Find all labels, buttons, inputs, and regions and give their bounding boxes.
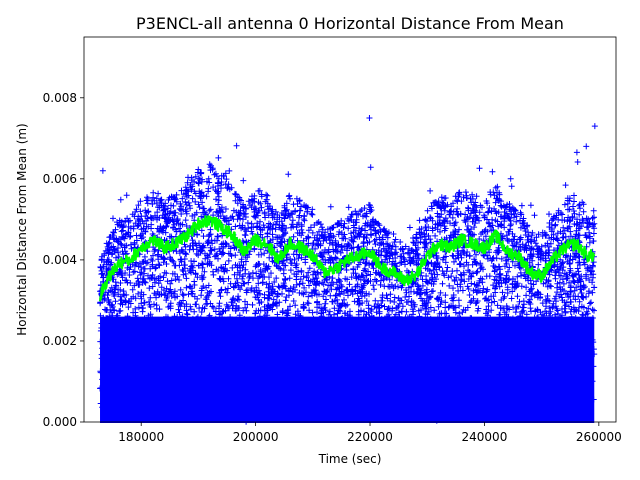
scatter-point (99, 167, 106, 174)
y-tick-label: 0.004 (43, 253, 77, 267)
x-tick-label: 180000 (118, 430, 164, 444)
x-tick-label: 260000 (576, 430, 622, 444)
running-mean-series (98, 215, 596, 302)
scatter-point (591, 123, 598, 130)
scatter-point (583, 143, 590, 150)
plot-area (84, 37, 616, 425)
y-axis: 0.000 0.002 0.004 0.006 0.008 (43, 91, 84, 429)
x-tick-label: 240000 (462, 430, 508, 444)
y-tick-label: 0.002 (43, 334, 77, 348)
x-tick-label: 220000 (347, 430, 393, 444)
y-tick-label: 0.008 (43, 91, 77, 105)
running-mean-line (98, 215, 596, 302)
scatter-point (366, 115, 373, 122)
chart-title: P3ENCL-all antenna 0 Horizontal Distance… (136, 14, 564, 33)
x-axis: 180000 200000 220000 240000 260000 (118, 422, 622, 444)
y-axis-title: Horizontal Distance From Mean (m) (15, 123, 29, 335)
x-axis-title: Time (sec) (318, 452, 382, 466)
y-tick-label: 0.000 (43, 415, 77, 429)
y-tick-label: 0.006 (43, 172, 77, 186)
plot-frame (83, 36, 617, 423)
x-tick-label: 200000 (233, 430, 279, 444)
